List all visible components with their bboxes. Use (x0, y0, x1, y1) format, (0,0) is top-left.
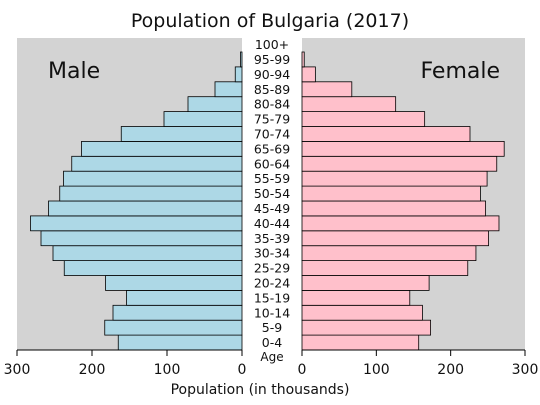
age-label-40-44: 40-44 (254, 216, 290, 231)
female-bar-5-9 (301, 319, 431, 336)
female-bar-25-29 (301, 260, 469, 276)
age-label-55-59: 55-59 (254, 171, 290, 186)
male-bar-10-14 (112, 304, 243, 321)
age-label-90-94: 90-94 (254, 67, 290, 82)
female-bar-75-79 (301, 111, 426, 127)
female-bar-20-24 (301, 275, 430, 291)
female-bar-60-64 (301, 155, 498, 172)
age-axis-label: Age (260, 350, 283, 364)
male-bar-50-54 (59, 185, 243, 202)
female-bar-45-49 (301, 200, 487, 217)
x-tick-label: 0 (298, 362, 307, 378)
female-bars (301, 51, 505, 351)
x-tick-label: 300 (4, 362, 31, 378)
female-bar-95-99 (301, 51, 305, 68)
female-label: Female (420, 59, 500, 84)
x-tick-label: 100 (154, 362, 181, 378)
female-bar-65-69 (301, 140, 505, 157)
male-bar-60-64 (71, 155, 243, 172)
x-tick-label: 300 (512, 362, 539, 378)
age-label-15-19: 15-19 (254, 290, 290, 305)
age-label-25-29: 25-29 (254, 261, 290, 276)
male-bar-95-99 (240, 51, 243, 68)
male-bar-30-34 (52, 245, 243, 261)
female-bar-0-4 (301, 334, 420, 351)
age-label-35-39: 35-39 (254, 231, 290, 246)
age-label-95-99: 95-99 (254, 52, 290, 67)
male-bar-0-4 (117, 334, 243, 351)
female-bar-35-39 (301, 230, 489, 247)
male-bars (30, 51, 243, 351)
female-bar-55-59 (301, 170, 488, 187)
x-axis-label: Population (in thousands) (171, 382, 350, 398)
female-bar-40-44 (301, 215, 500, 232)
female-bar-30-34 (301, 245, 477, 261)
chart-title: Population of Bulgaria (2017) (131, 10, 409, 32)
female-bar-85-89 (301, 81, 353, 98)
male-bar-55-59 (63, 170, 243, 187)
age-label-65-69: 65-69 (254, 141, 290, 156)
female-bar-90-94 (301, 66, 316, 83)
age-label-45-49: 45-49 (254, 201, 290, 216)
x-tick-label: 0 (238, 362, 247, 378)
x-tick-label: 200 (437, 362, 464, 378)
female-bar-10-14 (301, 304, 423, 321)
age-labels: 0-45-910-1415-1920-2425-2930-3435-3940-4… (254, 37, 290, 350)
male-bar-40-44 (30, 215, 243, 232)
male-bar-80-84 (187, 96, 243, 112)
female-bar-70-74 (301, 126, 471, 142)
male-bar-85-89 (214, 81, 243, 98)
male-bar-5-9 (104, 319, 243, 336)
age-label-70-74: 70-74 (254, 126, 290, 141)
age-label-100+: 100+ (255, 37, 289, 52)
age-label-20-24: 20-24 (254, 275, 290, 290)
male-label: Male (48, 59, 100, 84)
age-label-0-4: 0-4 (262, 335, 282, 350)
male-bar-65-69 (81, 140, 243, 157)
male-bar-90-94 (234, 66, 243, 83)
male-bar-75-79 (163, 111, 243, 127)
x-tick-label: 100 (363, 362, 390, 378)
age-label-50-54: 50-54 (254, 186, 290, 201)
age-label-10-14: 10-14 (254, 305, 290, 320)
female-bar-80-84 (301, 96, 397, 112)
female-bar-50-54 (301, 185, 481, 202)
age-label-30-34: 30-34 (254, 246, 290, 261)
male-bar-20-24 (105, 275, 243, 291)
x-tick-label: 200 (79, 362, 106, 378)
male-bar-70-74 (120, 126, 243, 142)
female-bar-15-19 (301, 289, 411, 306)
age-label-75-79: 75-79 (254, 112, 290, 127)
age-label-85-89: 85-89 (254, 82, 290, 97)
age-label-80-84: 80-84 (254, 97, 290, 112)
age-label-5-9: 5-9 (262, 320, 282, 335)
male-bar-35-39 (40, 230, 243, 247)
male-bar-25-29 (63, 260, 243, 276)
age-label-60-64: 60-64 (254, 156, 290, 171)
male-bar-15-19 (126, 289, 243, 306)
x-ticks: 300 200 100 0 0 100 200 300 (4, 350, 539, 378)
male-bar-45-49 (48, 200, 243, 217)
